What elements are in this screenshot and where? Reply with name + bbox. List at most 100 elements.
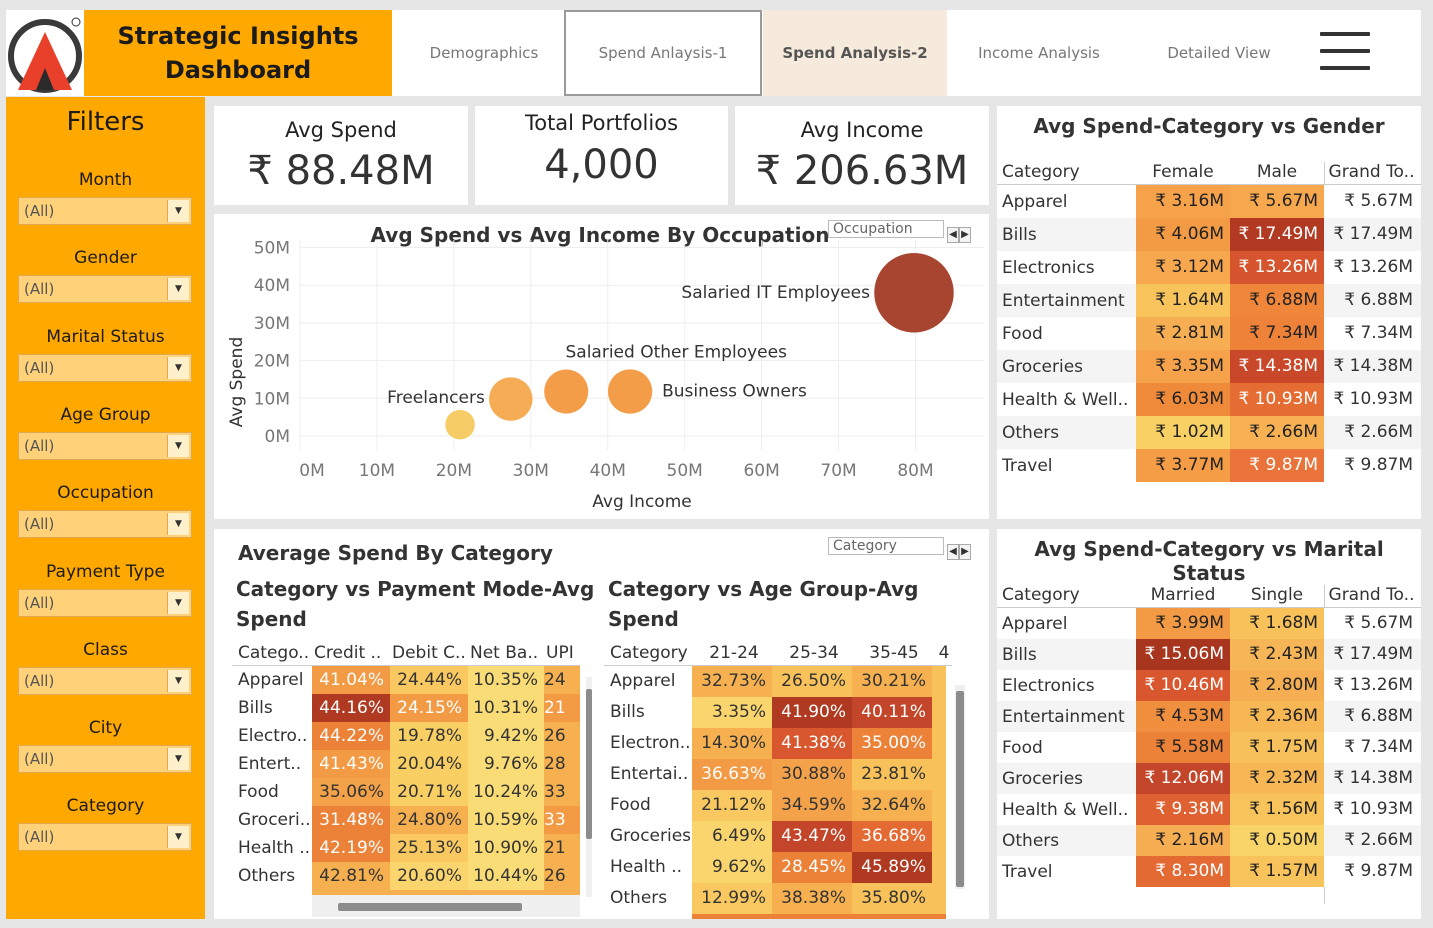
heat-cell[interactable]: ₹ 2.43M: [1230, 639, 1324, 670]
heat-cell[interactable]: ₹ 3.35M: [1136, 350, 1230, 383]
heat-cell[interactable]: 43.47%: [772, 821, 852, 852]
heat-cell[interactable]: 21: [544, 834, 580, 862]
heat-cell[interactable]: 10.59%: [468, 806, 544, 834]
heat-cell[interactable]: 23.81%: [852, 759, 932, 790]
heat-cell[interactable]: 30.88%: [772, 759, 852, 790]
heat-cell[interactable]: 24.80%: [390, 806, 468, 834]
heat-cell[interactable]: 3.35%: [692, 697, 772, 728]
payment-h-scroll-thumb[interactable]: [338, 903, 522, 911]
heat-cell[interactable]: 24.44%: [390, 666, 468, 694]
heat-cell[interactable]: 26: [544, 722, 580, 750]
heat-cell[interactable]: ₹ 2.16M: [1136, 825, 1230, 856]
scatter-point[interactable]: [444, 409, 476, 440]
heat-cell[interactable]: ₹ 15.06M: [1136, 639, 1230, 670]
chevron-down-icon[interactable]: ▼: [167, 434, 189, 457]
heat-cell[interactable]: ₹ 5.58M: [1136, 732, 1230, 763]
age-v-scrollbar[interactable]: [955, 685, 965, 889]
heat-cell[interactable]: ₹ 12.06M: [1136, 763, 1230, 794]
heat-cell[interactable]: ₹ 2.80M: [1230, 670, 1324, 701]
heat-cell[interactable]: 41.43%: [312, 750, 390, 778]
filter-dropdown[interactable]: (All) ▼: [18, 745, 192, 774]
tab-detailed-view[interactable]: Detailed View: [1167, 44, 1271, 62]
heat-cell[interactable]: 35.80%: [852, 883, 932, 914]
prev-arrow-icon[interactable]: ◀: [947, 227, 959, 243]
heat-cell[interactable]: ₹ 1.56M: [1230, 794, 1324, 825]
next-arrow-icon[interactable]: ▶: [959, 544, 971, 560]
heat-cell[interactable]: ₹ 9.87M: [1230, 449, 1324, 482]
heat-cell[interactable]: ₹ 10.46M: [1136, 670, 1230, 701]
heat-cell[interactable]: ₹ 7.34M: [1230, 317, 1324, 350]
heat-cell[interactable]: ₹ 2.32M: [1230, 763, 1324, 794]
heat-cell[interactable]: 24: [544, 666, 580, 694]
heat-cell[interactable]: 9.62%: [692, 852, 772, 883]
category-pager[interactable]: ◀ ▶: [947, 539, 973, 560]
chevron-down-icon[interactable]: ▼: [167, 513, 189, 536]
heat-cell[interactable]: ₹ 6.03M: [1136, 383, 1230, 416]
heat-cell[interactable]: ₹ 3.99M: [1136, 608, 1230, 639]
next-arrow-icon[interactable]: ▶: [959, 227, 971, 243]
filter-dropdown[interactable]: (All) ▼: [18, 353, 192, 382]
heat-cell[interactable]: 28: [544, 750, 580, 778]
chevron-down-icon[interactable]: ▼: [167, 669, 189, 692]
heat-cell[interactable]: 10.35%: [468, 666, 544, 694]
chevron-down-icon[interactable]: ▼: [167, 356, 189, 379]
heat-cell[interactable]: ₹ 17.49M: [1230, 218, 1324, 251]
payment-h-scrollbar[interactable]: [312, 895, 580, 917]
tab-spend-analysis-2[interactable]: Spend Analysis-2: [763, 10, 947, 96]
hamburger-menu-icon[interactable]: [1320, 32, 1370, 72]
heat-cell[interactable]: 38.38%: [772, 883, 852, 914]
filter-dropdown[interactable]: (All) ▼: [18, 275, 192, 304]
heat-cell[interactable]: ₹ 0.50M: [1230, 825, 1324, 856]
heat-cell[interactable]: ₹ 2.36M: [1230, 701, 1324, 732]
chevron-down-icon[interactable]: ▼: [167, 200, 189, 222]
heat-cell[interactable]: 20.71%: [390, 778, 468, 806]
heat-cell[interactable]: 14.30%: [692, 728, 772, 759]
heat-cell[interactable]: 41.38%: [772, 728, 852, 759]
heat-cell[interactable]: 12.99%: [692, 883, 772, 914]
heat-cell[interactable]: ₹ 2.81M: [1136, 317, 1230, 350]
heat-cell[interactable]: ₹ 4.06M: [1136, 218, 1230, 251]
chevron-down-icon[interactable]: ▼: [167, 748, 189, 771]
heat-cell[interactable]: 25.13%: [390, 834, 468, 862]
heat-cell[interactable]: ₹ 14.38M: [1230, 350, 1324, 383]
heat-cell[interactable]: 24.15%: [390, 694, 468, 722]
heat-cell[interactable]: 41.04%: [312, 666, 390, 694]
heat-cell[interactable]: 44.16%: [312, 694, 390, 722]
heat-cell[interactable]: 33: [544, 778, 580, 806]
heat-cell[interactable]: ₹ 13.26M: [1230, 251, 1324, 284]
chevron-down-icon[interactable]: ▼: [167, 278, 189, 301]
heat-cell[interactable]: 21.12%: [692, 790, 772, 821]
filter-dropdown[interactable]: (All) ▼: [18, 666, 192, 695]
tab-spend-analysis-1[interactable]: Spend Anlaysis-1: [564, 10, 762, 96]
heat-cell[interactable]: 26: [544, 862, 580, 890]
filter-dropdown[interactable]: (All) ▼: [18, 510, 192, 539]
scatter-point[interactable]: [488, 376, 534, 422]
heat-cell[interactable]: 45.89%: [852, 852, 932, 883]
heat-cell[interactable]: 6.49%: [692, 821, 772, 852]
heat-cell[interactable]: 9.42%: [468, 722, 544, 750]
heat-cell[interactable]: ₹ 2.66M: [1230, 416, 1324, 449]
heat-cell[interactable]: 35.00%: [852, 728, 932, 759]
heat-cell[interactable]: ₹ 5.67M: [1230, 185, 1324, 218]
heat-cell[interactable]: 20.04%: [390, 750, 468, 778]
heat-cell[interactable]: ₹ 10.93M: [1230, 383, 1324, 416]
heat-cell[interactable]: 21: [544, 694, 580, 722]
heat-cell[interactable]: ₹ 8.30M: [1136, 856, 1230, 887]
heat-cell[interactable]: 19.78%: [390, 722, 468, 750]
heat-cell[interactable]: ₹ 1.57M: [1230, 856, 1324, 887]
payment-v-scroll-thumb[interactable]: [586, 689, 592, 839]
heat-cell[interactable]: ₹ 3.16M: [1136, 185, 1230, 218]
heat-cell[interactable]: 31.48%: [312, 806, 390, 834]
heat-cell[interactable]: 10.31%: [468, 694, 544, 722]
occupation-legend-box[interactable]: Occupation: [828, 220, 944, 238]
age-v-scroll-thumb[interactable]: [956, 691, 964, 887]
heat-cell[interactable]: ₹ 9.38M: [1136, 794, 1230, 825]
heat-cell[interactable]: 10.44%: [468, 862, 544, 890]
heat-cell[interactable]: ₹ 1.64M: [1136, 284, 1230, 317]
scatter-point[interactable]: [607, 368, 653, 415]
occupation-pager[interactable]: ◀ ▶: [947, 222, 973, 243]
heat-cell[interactable]: 33: [544, 806, 580, 834]
heat-cell[interactable]: 44.22%: [312, 722, 390, 750]
heat-cell[interactable]: 35.06%: [312, 778, 390, 806]
heat-cell[interactable]: 32.73%: [692, 666, 772, 697]
